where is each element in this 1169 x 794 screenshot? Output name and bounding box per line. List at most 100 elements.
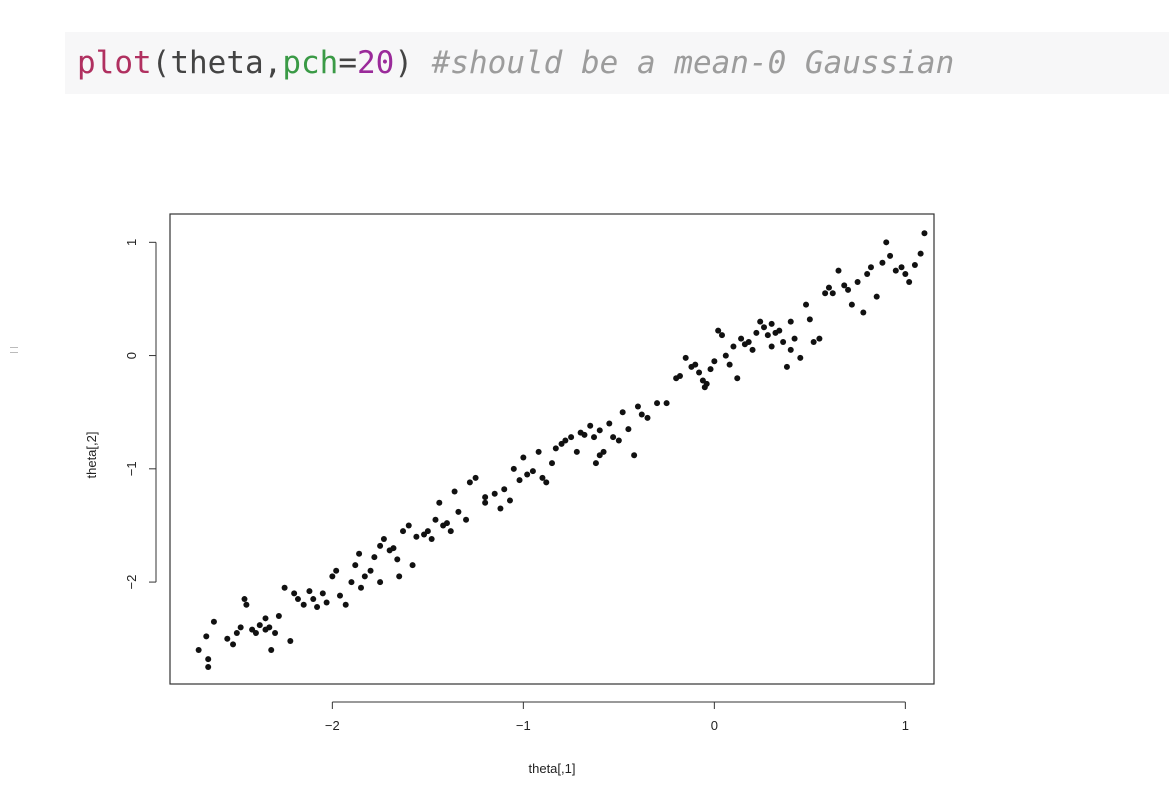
scatter-point (336, 592, 343, 599)
scatter-point (835, 267, 842, 274)
scatter-point (233, 630, 240, 637)
scatter-point (314, 603, 321, 610)
scatter-point (776, 327, 783, 334)
scatter-point (319, 590, 326, 597)
scatter-point (491, 490, 498, 497)
code-param: pch (282, 45, 339, 81)
scatter-point (262, 615, 269, 622)
scatter-point (848, 301, 855, 308)
scatter-point (764, 332, 771, 339)
scatter-point (516, 477, 523, 484)
y-tick-label: 1 (124, 239, 139, 246)
scatter-point (845, 286, 852, 293)
scatter-point (726, 361, 733, 368)
drag-handle-icon[interactable] (10, 347, 18, 353)
scatter-point (356, 550, 363, 557)
scatter-point (917, 250, 924, 257)
scatter-point (676, 372, 683, 379)
scatter-point (715, 327, 722, 334)
scatter-point (783, 363, 790, 370)
scatter-point (596, 452, 603, 459)
scatter-point (867, 264, 874, 271)
x-tick-label: −2 (325, 718, 340, 733)
scatter-point (768, 343, 775, 350)
scatter-point (413, 533, 420, 540)
scatter-point (692, 361, 699, 368)
scatter-point (195, 647, 202, 654)
scatter-point (791, 335, 798, 342)
scatter-point (911, 261, 918, 268)
scatter-point (400, 528, 407, 535)
scatter-point (892, 267, 899, 274)
scatter-point (701, 384, 708, 391)
scatter-point (300, 601, 307, 608)
scatter-point (210, 618, 217, 625)
scatter-point (822, 290, 829, 297)
scatter-point (707, 366, 714, 373)
scatter-point (256, 622, 263, 629)
scatter-point (780, 338, 787, 345)
scatter-point (367, 567, 374, 574)
scatter-point (294, 596, 301, 603)
scatter-point (902, 271, 909, 278)
scatter-point (237, 624, 244, 631)
scatter-point (596, 427, 603, 434)
scatter-point (864, 271, 871, 278)
scatter-point (757, 318, 764, 325)
scatter-point (205, 656, 212, 663)
scatter-point (682, 354, 689, 361)
scatter-point (873, 293, 880, 300)
x-tick-label: −1 (516, 718, 531, 733)
scatter-point (631, 452, 638, 459)
scatter-point (252, 630, 259, 637)
scatter-point (797, 354, 804, 361)
scatter-point (520, 454, 527, 461)
scatter-point (497, 505, 504, 512)
scatter-point (241, 596, 248, 603)
scatter-point (619, 409, 626, 416)
scatter-point (291, 590, 298, 597)
code-comma: , (263, 45, 283, 81)
scatter-point (562, 437, 569, 444)
scatter-point (455, 508, 462, 515)
scatter-point (329, 573, 336, 580)
scatter-point (405, 522, 412, 529)
scatter-point (287, 637, 294, 644)
scatter-point (510, 465, 517, 472)
scatter-point (825, 284, 832, 291)
code-param-value: 20 (357, 45, 395, 81)
x-axis-label: theta[,1] (529, 761, 576, 776)
code-function: plot (77, 45, 152, 81)
scatter-point (734, 375, 741, 382)
y-tick-label: −2 (124, 575, 139, 590)
scatter-point (377, 542, 384, 549)
y-axis: −2 −1 0 1 (124, 239, 157, 590)
scatter-point (482, 499, 489, 506)
scatter-point (787, 318, 794, 325)
scatter-point (310, 596, 317, 603)
scatter-point (394, 556, 401, 563)
scatter-point (745, 338, 752, 345)
scatter-point (634, 403, 641, 410)
scatter-point (644, 414, 651, 421)
scatter-point (230, 641, 237, 648)
scatter-point (787, 346, 794, 353)
scatter-point (432, 516, 439, 523)
code-line: plot(theta,pch=20) #should be a mean-0 G… (77, 44, 954, 82)
scatter-point (371, 554, 378, 561)
scatter-point (396, 573, 403, 580)
scatter-point (424, 528, 431, 535)
scatter-point (606, 420, 613, 427)
scatter-point (390, 545, 397, 552)
code-block: plot(theta,pch=20) #should be a mean-0 G… (65, 32, 1169, 94)
scatter-point (810, 338, 817, 345)
scatter-point (753, 329, 760, 336)
scatter-point (573, 448, 580, 455)
scatter-point (543, 479, 550, 486)
scatter-point (879, 259, 886, 266)
code-paren-open: ( (151, 45, 171, 81)
scatter-point (738, 335, 745, 342)
scatter-point (921, 230, 928, 237)
scatter-point (348, 579, 355, 586)
y-tick-label: −1 (124, 461, 139, 476)
